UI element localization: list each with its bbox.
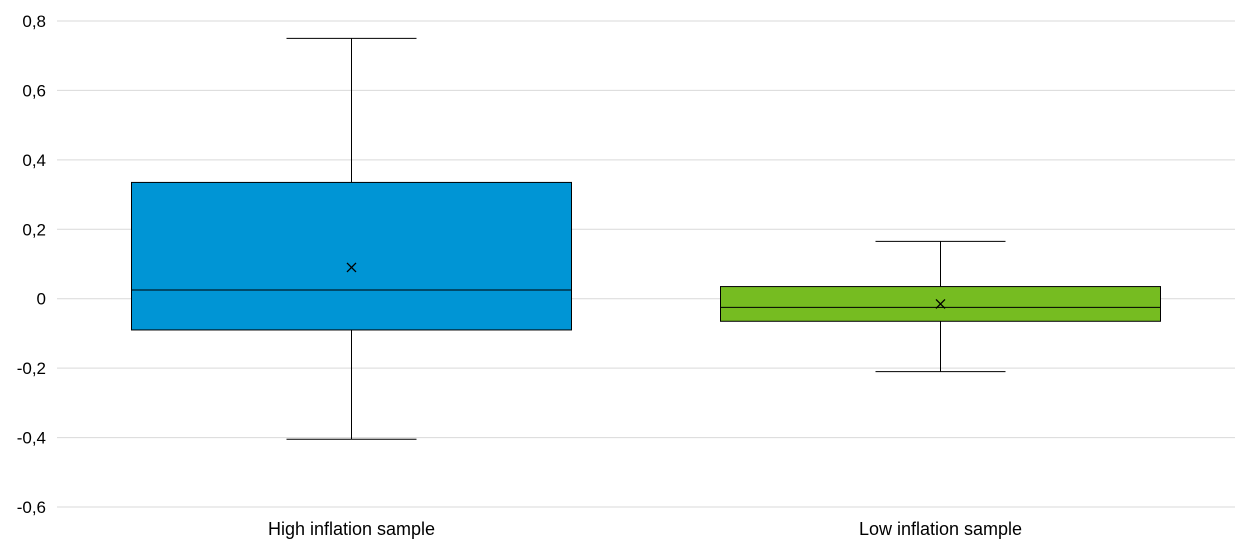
mean-marker [346,262,357,273]
interquartile-box [131,181,572,331]
box-0 [131,37,572,440]
category-label: Low inflation sample [859,519,1022,539]
y-tick-label: -0,2 [17,359,46,378]
y-tick-label: 0,4 [22,151,46,170]
box-1 [720,240,1161,373]
x-axis-category-labels: High inflation sample Low inflation sampl… [268,519,1022,539]
y-axis-tick-labels: -0,6 -0,4 -0,2 0 0,2 0,4 0,6 0,8 [17,12,46,517]
category-label: High inflation sample [268,519,435,539]
boxes [131,37,1161,440]
y-tick-label: 0 [37,290,46,309]
y-tick-label: -0,4 [17,429,46,448]
y-tick-label: 0,6 [22,81,46,100]
mean-marker [935,298,946,309]
y-tick-label: 0,8 [22,12,46,31]
y-tick-label: 0,2 [22,220,46,239]
y-tick-label: -0,6 [17,498,46,517]
